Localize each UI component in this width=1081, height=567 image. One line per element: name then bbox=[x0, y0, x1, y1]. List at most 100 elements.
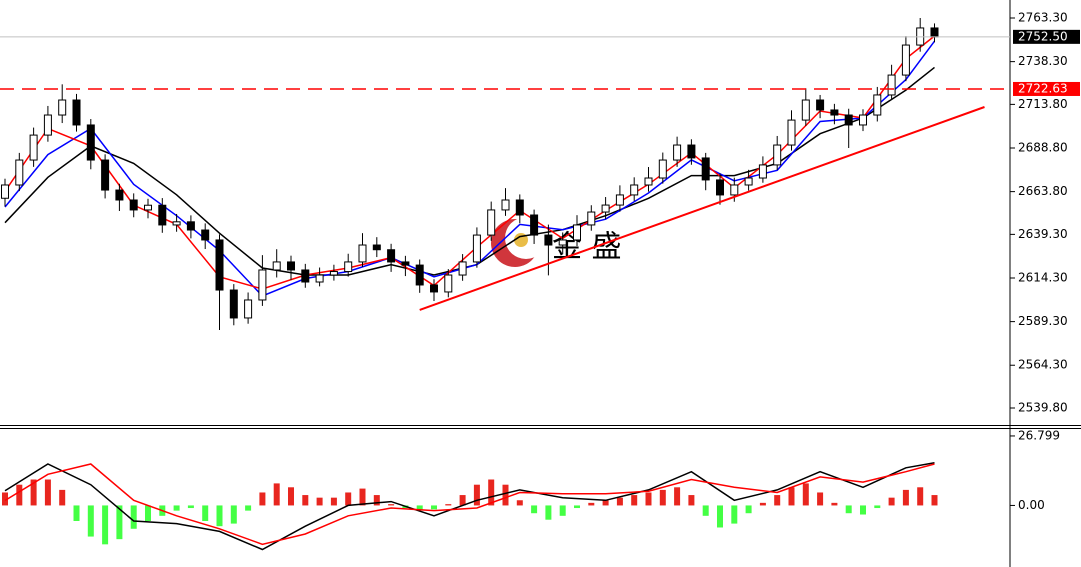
histogram-bar bbox=[674, 487, 681, 506]
macd-line bbox=[4, 463, 935, 546]
histogram-bar bbox=[145, 505, 152, 521]
y-tick-label: 2639.30 bbox=[1018, 227, 1068, 241]
histogram-bar bbox=[859, 505, 866, 515]
histogram-bar bbox=[588, 502, 595, 506]
histogram-bar bbox=[73, 505, 80, 521]
histogram-bar bbox=[602, 500, 609, 506]
candle-body bbox=[587, 211, 596, 226]
histogram-bar bbox=[716, 505, 723, 528]
candle-body bbox=[372, 244, 381, 251]
candle-body bbox=[673, 144, 682, 161]
candle-body bbox=[687, 144, 696, 159]
price-label-box bbox=[1013, 29, 1080, 44]
candle-body bbox=[244, 299, 253, 319]
histogram-bar bbox=[16, 484, 23, 506]
histogram-bar bbox=[259, 492, 266, 506]
candle-body bbox=[301, 269, 310, 283]
histogram-bar bbox=[59, 489, 66, 506]
histogram-bar bbox=[759, 502, 766, 506]
histogram-bar bbox=[2, 492, 9, 506]
candle-body bbox=[272, 261, 281, 271]
candle-body bbox=[773, 144, 782, 166]
candle-body bbox=[830, 109, 839, 116]
candle-body bbox=[401, 261, 410, 266]
candle-body bbox=[816, 99, 825, 111]
candle-body bbox=[415, 264, 424, 286]
candle-body bbox=[115, 189, 124, 201]
candle-body bbox=[758, 164, 767, 179]
histogram-bar bbox=[645, 492, 652, 506]
candle-body bbox=[158, 204, 167, 226]
candle-body bbox=[315, 274, 324, 283]
histogram-bar bbox=[230, 505, 237, 524]
candle-body bbox=[186, 221, 195, 231]
candle-body bbox=[472, 234, 481, 263]
histogram-bar bbox=[502, 484, 509, 506]
histogram-bar bbox=[373, 495, 380, 506]
candle-body bbox=[858, 114, 867, 126]
histogram-bar bbox=[874, 505, 881, 509]
histogram-bar bbox=[87, 505, 94, 537]
candle-body bbox=[201, 229, 210, 241]
histogram-bar bbox=[288, 487, 295, 506]
histogram-bar bbox=[788, 487, 795, 506]
histogram-bar bbox=[616, 497, 623, 506]
histogram-bar bbox=[445, 504, 452, 506]
candle-body bbox=[458, 261, 467, 276]
candle-body bbox=[1, 184, 10, 199]
price-label: 2752.50 bbox=[1018, 29, 1068, 43]
histogram-bar bbox=[116, 505, 123, 540]
histogram-bar bbox=[187, 505, 194, 509]
candle-body bbox=[15, 159, 24, 186]
candle-body bbox=[558, 239, 567, 246]
candle-body bbox=[744, 177, 753, 186]
histogram-bar bbox=[44, 479, 51, 506]
candle-body bbox=[144, 204, 153, 211]
histogram-bar bbox=[917, 487, 924, 506]
histogram-bar bbox=[302, 495, 309, 506]
y-tick-label: 26.799 bbox=[1018, 428, 1060, 442]
macd-line bbox=[4, 461, 935, 551]
y-tick-label: 2688.80 bbox=[1018, 141, 1068, 155]
histogram-bar bbox=[245, 505, 252, 511]
histogram-bar bbox=[459, 495, 466, 506]
histogram-bar bbox=[531, 505, 538, 514]
y-tick-label: 2539.80 bbox=[1018, 400, 1068, 414]
histogram-bar bbox=[731, 505, 738, 524]
histogram-bar bbox=[802, 483, 809, 506]
histogram-bar bbox=[316, 497, 323, 506]
candle-body bbox=[715, 179, 724, 196]
candle-body bbox=[487, 209, 496, 236]
histogram-bar bbox=[902, 489, 909, 506]
histogram-bar bbox=[173, 505, 180, 511]
histogram-bar bbox=[359, 488, 366, 506]
candle-body bbox=[72, 99, 81, 126]
y-tick-label: 2763.30 bbox=[1018, 11, 1068, 25]
candle-body bbox=[658, 159, 667, 179]
y-tick-label: 2738.30 bbox=[1018, 54, 1068, 68]
candle-body bbox=[129, 199, 138, 211]
candle-body bbox=[787, 119, 796, 146]
histogram-bar bbox=[516, 500, 523, 506]
histogram-bar bbox=[30, 479, 37, 506]
candle-body bbox=[358, 244, 367, 263]
candle-body bbox=[101, 159, 110, 191]
histogram-bar bbox=[388, 504, 395, 506]
histogram-bar bbox=[431, 505, 438, 510]
candle-body bbox=[887, 74, 896, 96]
candle-body bbox=[801, 99, 810, 121]
candle-body bbox=[730, 184, 739, 196]
candle-body bbox=[58, 99, 67, 116]
y-tick-label: 0.00 bbox=[1018, 498, 1045, 512]
histogram-bar bbox=[659, 489, 666, 506]
histogram-bar bbox=[273, 483, 280, 506]
candle-body bbox=[29, 134, 38, 161]
histogram-bar bbox=[573, 505, 580, 509]
candle-body bbox=[930, 27, 939, 38]
candle-body bbox=[329, 271, 338, 276]
candle-body bbox=[630, 184, 639, 196]
candle-body bbox=[701, 157, 710, 181]
candle-body bbox=[444, 274, 453, 293]
y-tick-label: 2564.30 bbox=[1018, 358, 1068, 372]
candle-body bbox=[544, 234, 553, 246]
